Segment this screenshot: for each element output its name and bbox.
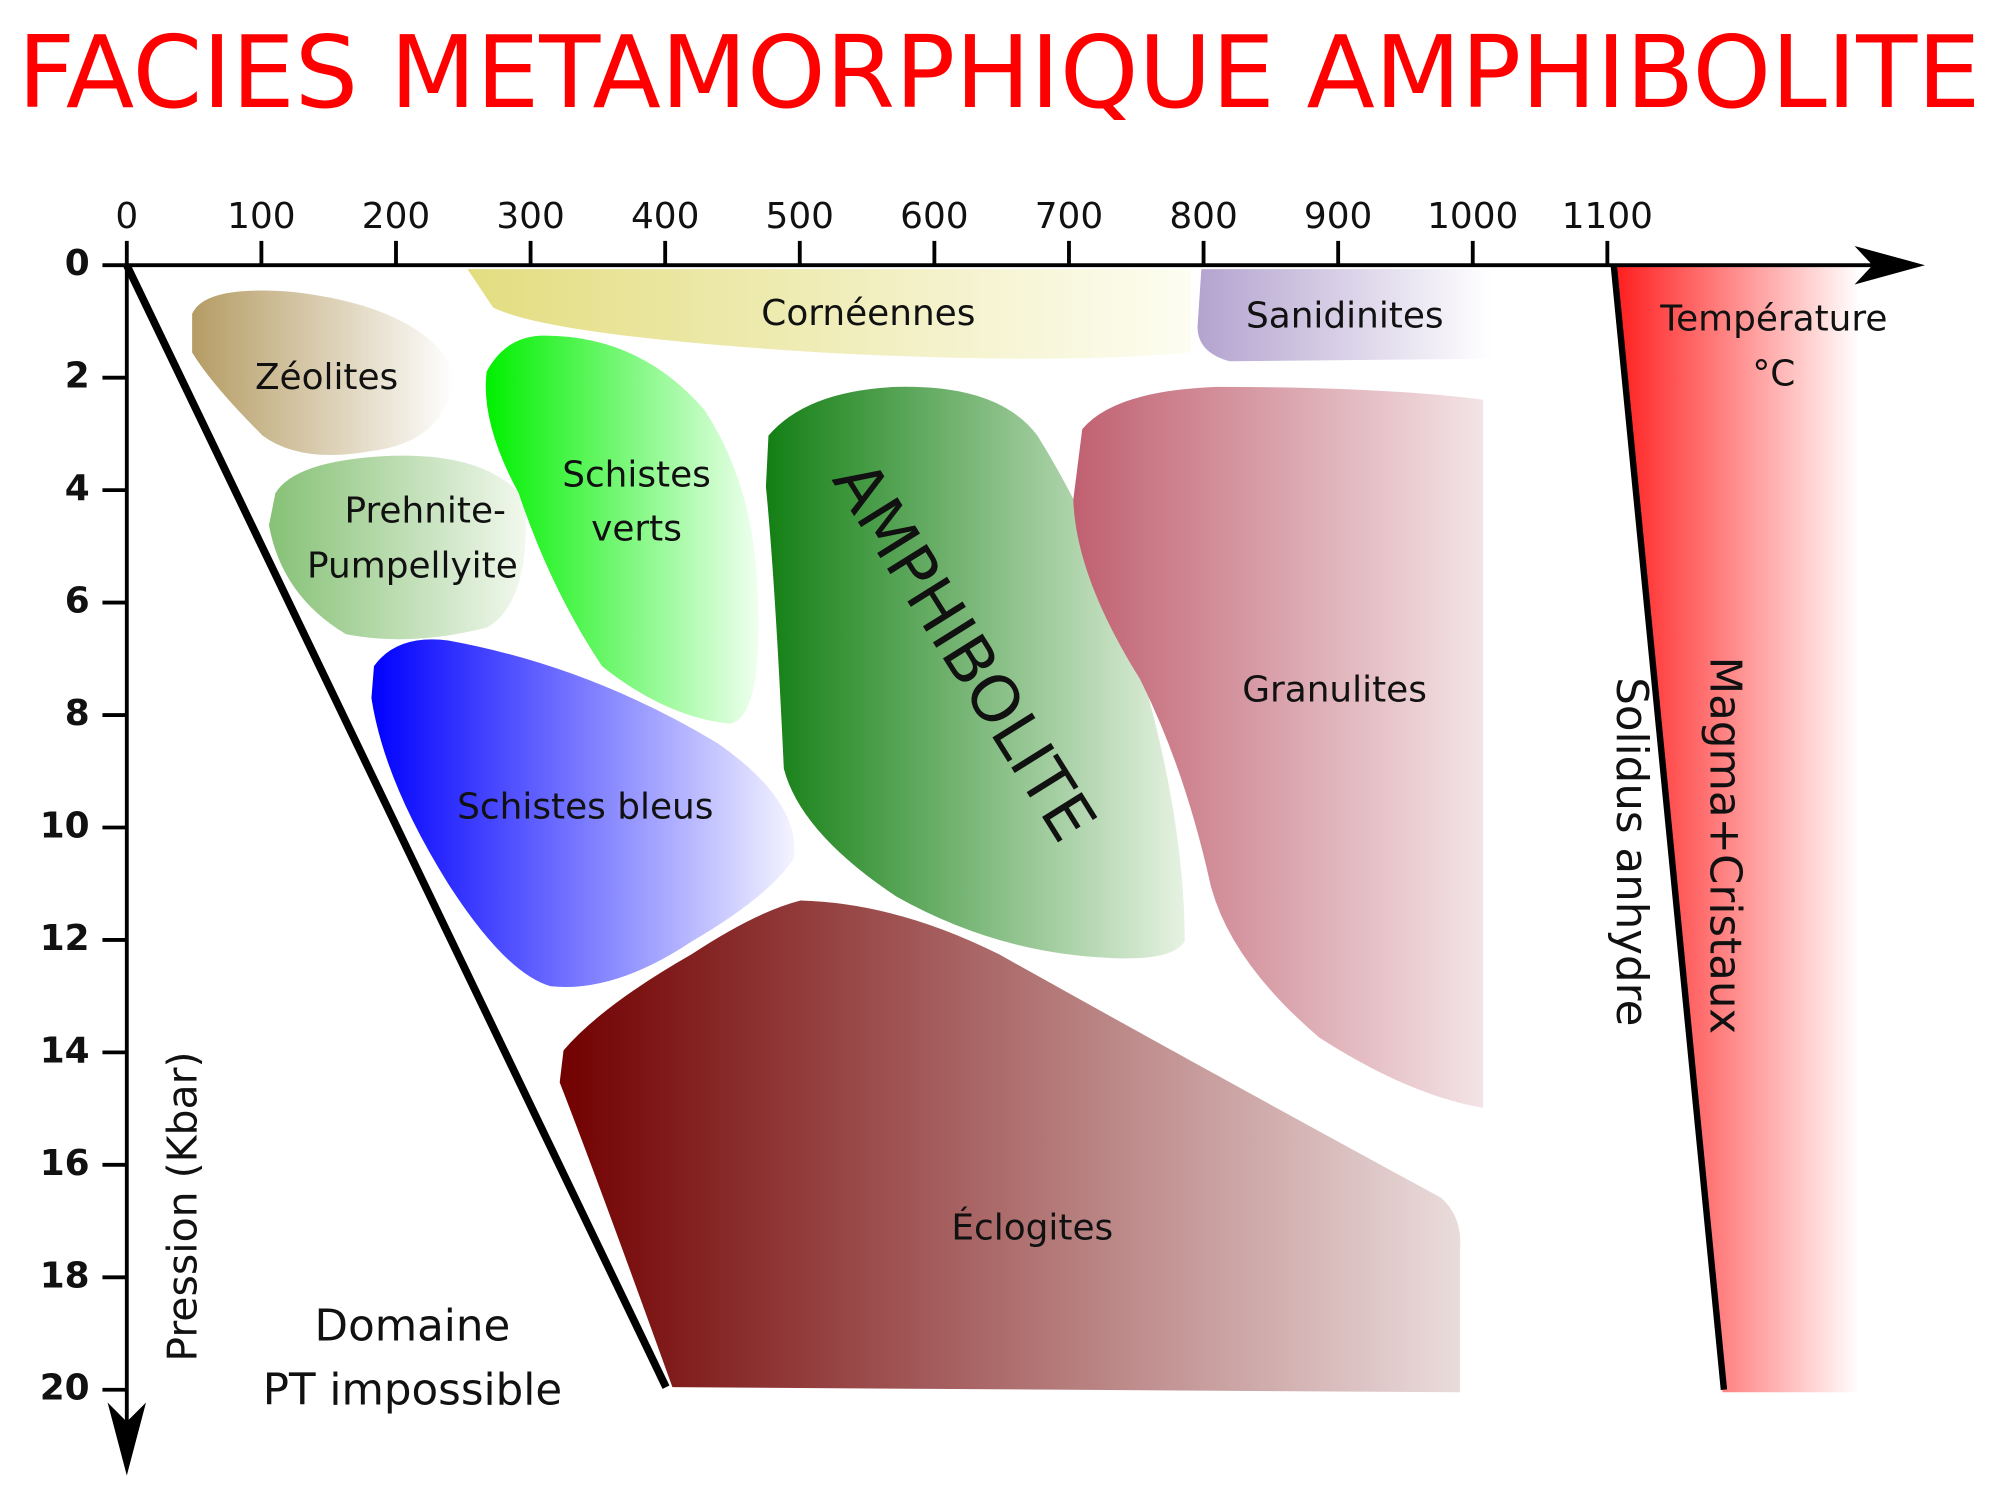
corneennes-region — [467, 269, 1192, 359]
granulites-region — [1073, 386, 1484, 1108]
sanidinites-region — [1197, 269, 1493, 362]
x-axis-label: Température — [1659, 298, 1887, 339]
impossible-boundary — [123, 263, 670, 1389]
x-tick-label: 300 — [496, 196, 564, 237]
solidus-line — [1610, 264, 1728, 1391]
x-tick-label: 700 — [1035, 196, 1103, 237]
region-label: Cornéennes — [761, 293, 975, 334]
region-label: Sanidinites — [1246, 296, 1444, 337]
y-tick-label: 14 — [40, 1030, 90, 1071]
region-label: verts — [591, 508, 682, 549]
x-tick-label: 0 — [115, 196, 138, 237]
magma-region — [1611, 265, 1860, 1393]
y-tick-label: 8 — [65, 693, 90, 734]
region-label: Schistes bleus — [457, 786, 713, 827]
x-tick-label: 100 — [227, 196, 295, 237]
y-tick-label: 6 — [65, 581, 90, 622]
x-tick-label: 900 — [1304, 196, 1372, 237]
x-axis-label: °C — [1752, 353, 1795, 394]
eclogites-region — [559, 900, 1461, 1393]
y-arrow — [107, 1402, 147, 1476]
y-tick-label: 16 — [40, 1143, 90, 1184]
zeolites-region — [192, 290, 455, 455]
y-tick-label: 12 — [40, 918, 90, 959]
region-label: Granulites — [1242, 670, 1427, 711]
y-tick-label: 20 — [40, 1368, 90, 1409]
solidus-label: Solidus anhydre — [1606, 677, 1656, 1026]
impossible-label: PT impossible — [263, 1365, 562, 1415]
prehnite-region — [268, 455, 526, 640]
impossible-label: Domaine — [315, 1301, 511, 1351]
y-tick-label: 4 — [65, 468, 90, 509]
y-axis-label: Pression (Kbar) — [159, 1052, 207, 1362]
y-tick-label: 2 — [65, 356, 90, 397]
y-tick-label: 0 — [65, 243, 90, 284]
x-tick-label: 800 — [1169, 196, 1237, 237]
x-tick-label: 200 — [362, 196, 430, 237]
region-label: Zéolites — [255, 357, 398, 398]
x-tick-label: 400 — [631, 196, 699, 237]
x-arrow — [1854, 246, 1925, 285]
magma-label: Magma+Cristaux — [1700, 657, 1750, 1035]
x-tick-label: 600 — [900, 196, 968, 237]
region-label: Éclogites — [951, 1207, 1113, 1249]
y-tick-label: 18 — [40, 1255, 90, 1296]
x-tick-label: 1100 — [1562, 196, 1653, 237]
x-tick-label: 1000 — [1427, 196, 1518, 237]
title: FACIES METAMORPHIQUE AMPHIBOLITE — [18, 14, 1981, 131]
schistes-bleus-region — [371, 639, 795, 988]
region-label: Schistes — [562, 455, 711, 496]
region-label: Pumpellyite — [307, 545, 518, 586]
region-label: Prehnite- — [344, 490, 506, 531]
x-tick-label: 500 — [766, 196, 834, 237]
y-tick-label: 10 — [40, 805, 90, 846]
schistes-verts-region — [485, 335, 759, 724]
